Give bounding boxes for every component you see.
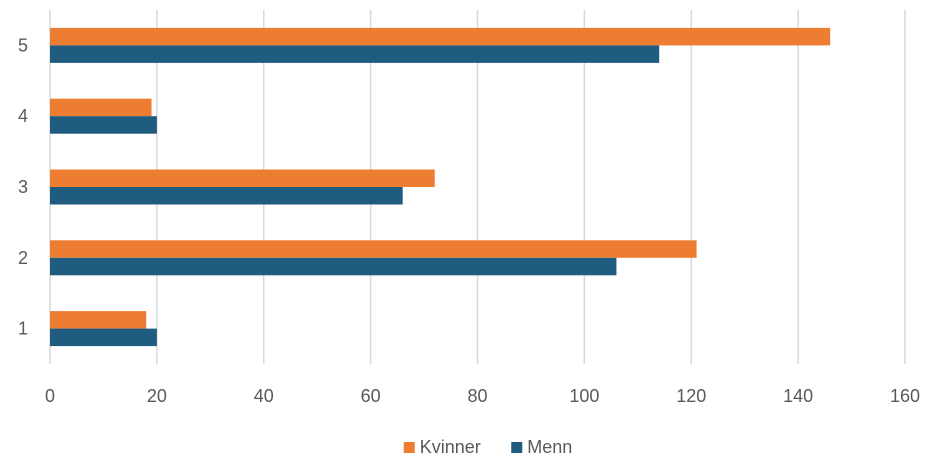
x-tick-label: 120 bbox=[676, 386, 706, 406]
x-axis-ticks: 0 20 40 60 80 100 120 140 160 bbox=[45, 386, 920, 406]
x-tick-label: 80 bbox=[467, 386, 487, 406]
y-tick-label: 2 bbox=[18, 248, 28, 268]
y-tick-label: 1 bbox=[18, 319, 28, 339]
x-tick-label: 40 bbox=[254, 386, 274, 406]
legend-swatch-menn bbox=[511, 442, 523, 453]
x-tick-label: 60 bbox=[361, 386, 381, 406]
bar-kvinner-1 bbox=[50, 311, 147, 329]
bars bbox=[50, 27, 831, 347]
x-tick-label: 0 bbox=[45, 386, 55, 406]
gridlines bbox=[49, 10, 906, 364]
bar-kvinner-4 bbox=[50, 98, 152, 117]
legend-label-kvinner: Kvinner bbox=[420, 437, 481, 457]
bar-menn-4 bbox=[50, 116, 157, 134]
bar-kvinner-3 bbox=[50, 169, 435, 187]
legend-label-menn: Menn bbox=[527, 437, 572, 457]
bar-kvinner-2 bbox=[50, 240, 697, 258]
x-tick-label: 160 bbox=[890, 386, 920, 406]
bar-menn-2 bbox=[50, 257, 617, 276]
y-tick-label: 4 bbox=[18, 106, 28, 126]
x-tick-label: 100 bbox=[569, 386, 599, 406]
legend-swatch-kvinner bbox=[403, 442, 415, 453]
y-tick-label: 5 bbox=[18, 35, 28, 55]
bar-menn-5 bbox=[50, 45, 660, 63]
x-tick-label: 20 bbox=[147, 386, 167, 406]
y-tick-label: 3 bbox=[18, 177, 28, 197]
y-axis-ticks: 1 2 3 4 5 bbox=[18, 35, 28, 338]
bar-menn-3 bbox=[50, 187, 403, 205]
legend: Kvinner Menn bbox=[403, 437, 572, 457]
bar-kvinner-5 bbox=[50, 27, 831, 46]
x-tick-label: 140 bbox=[783, 386, 813, 406]
bar-menn-1 bbox=[50, 328, 157, 347]
